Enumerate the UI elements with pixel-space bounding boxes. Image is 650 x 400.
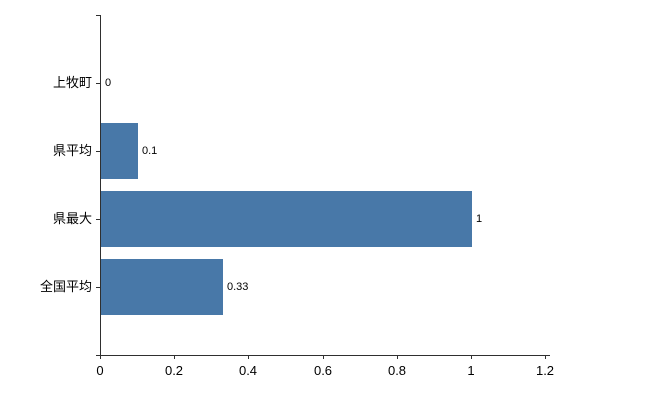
value-label: 1 [476, 213, 483, 225]
x-tick-label: 1 [467, 363, 475, 378]
x-axis-tick [248, 355, 249, 359]
value-label: 0.33 [227, 281, 249, 293]
category-label: 県最大 [52, 211, 92, 226]
bar [101, 259, 223, 315]
category-label: 全国平均 [39, 279, 92, 294]
y-axis-tick [96, 219, 100, 220]
x-tick-label: 0 [96, 363, 104, 378]
y-axis [100, 15, 101, 355]
category-label: 上牧町 [52, 75, 92, 90]
x-axis-tick [100, 355, 101, 359]
x-axis-tick [471, 355, 472, 359]
y-axis-tick [96, 151, 100, 152]
x-axis [100, 355, 550, 356]
x-tick-label: 0.4 [238, 363, 258, 378]
x-tick-label: 0.6 [313, 363, 333, 378]
bar [101, 123, 138, 179]
y-axis-tick [96, 83, 100, 84]
y-axis-tick [96, 15, 100, 16]
x-tick-label: 0.2 [164, 363, 184, 378]
value-label: 0 [105, 77, 112, 89]
x-axis-tick [323, 355, 324, 359]
bar [101, 191, 472, 247]
x-axis-tick [174, 355, 175, 359]
x-axis-tick [397, 355, 398, 359]
y-axis-tick [96, 287, 100, 288]
value-label: 0.1 [142, 145, 158, 157]
y-axis-tick [96, 355, 100, 356]
category-label: 県平均 [52, 143, 92, 158]
x-axis-tick [545, 355, 546, 359]
x-tick-label: 1.2 [535, 363, 555, 378]
x-tick-label: 0.8 [387, 363, 407, 378]
